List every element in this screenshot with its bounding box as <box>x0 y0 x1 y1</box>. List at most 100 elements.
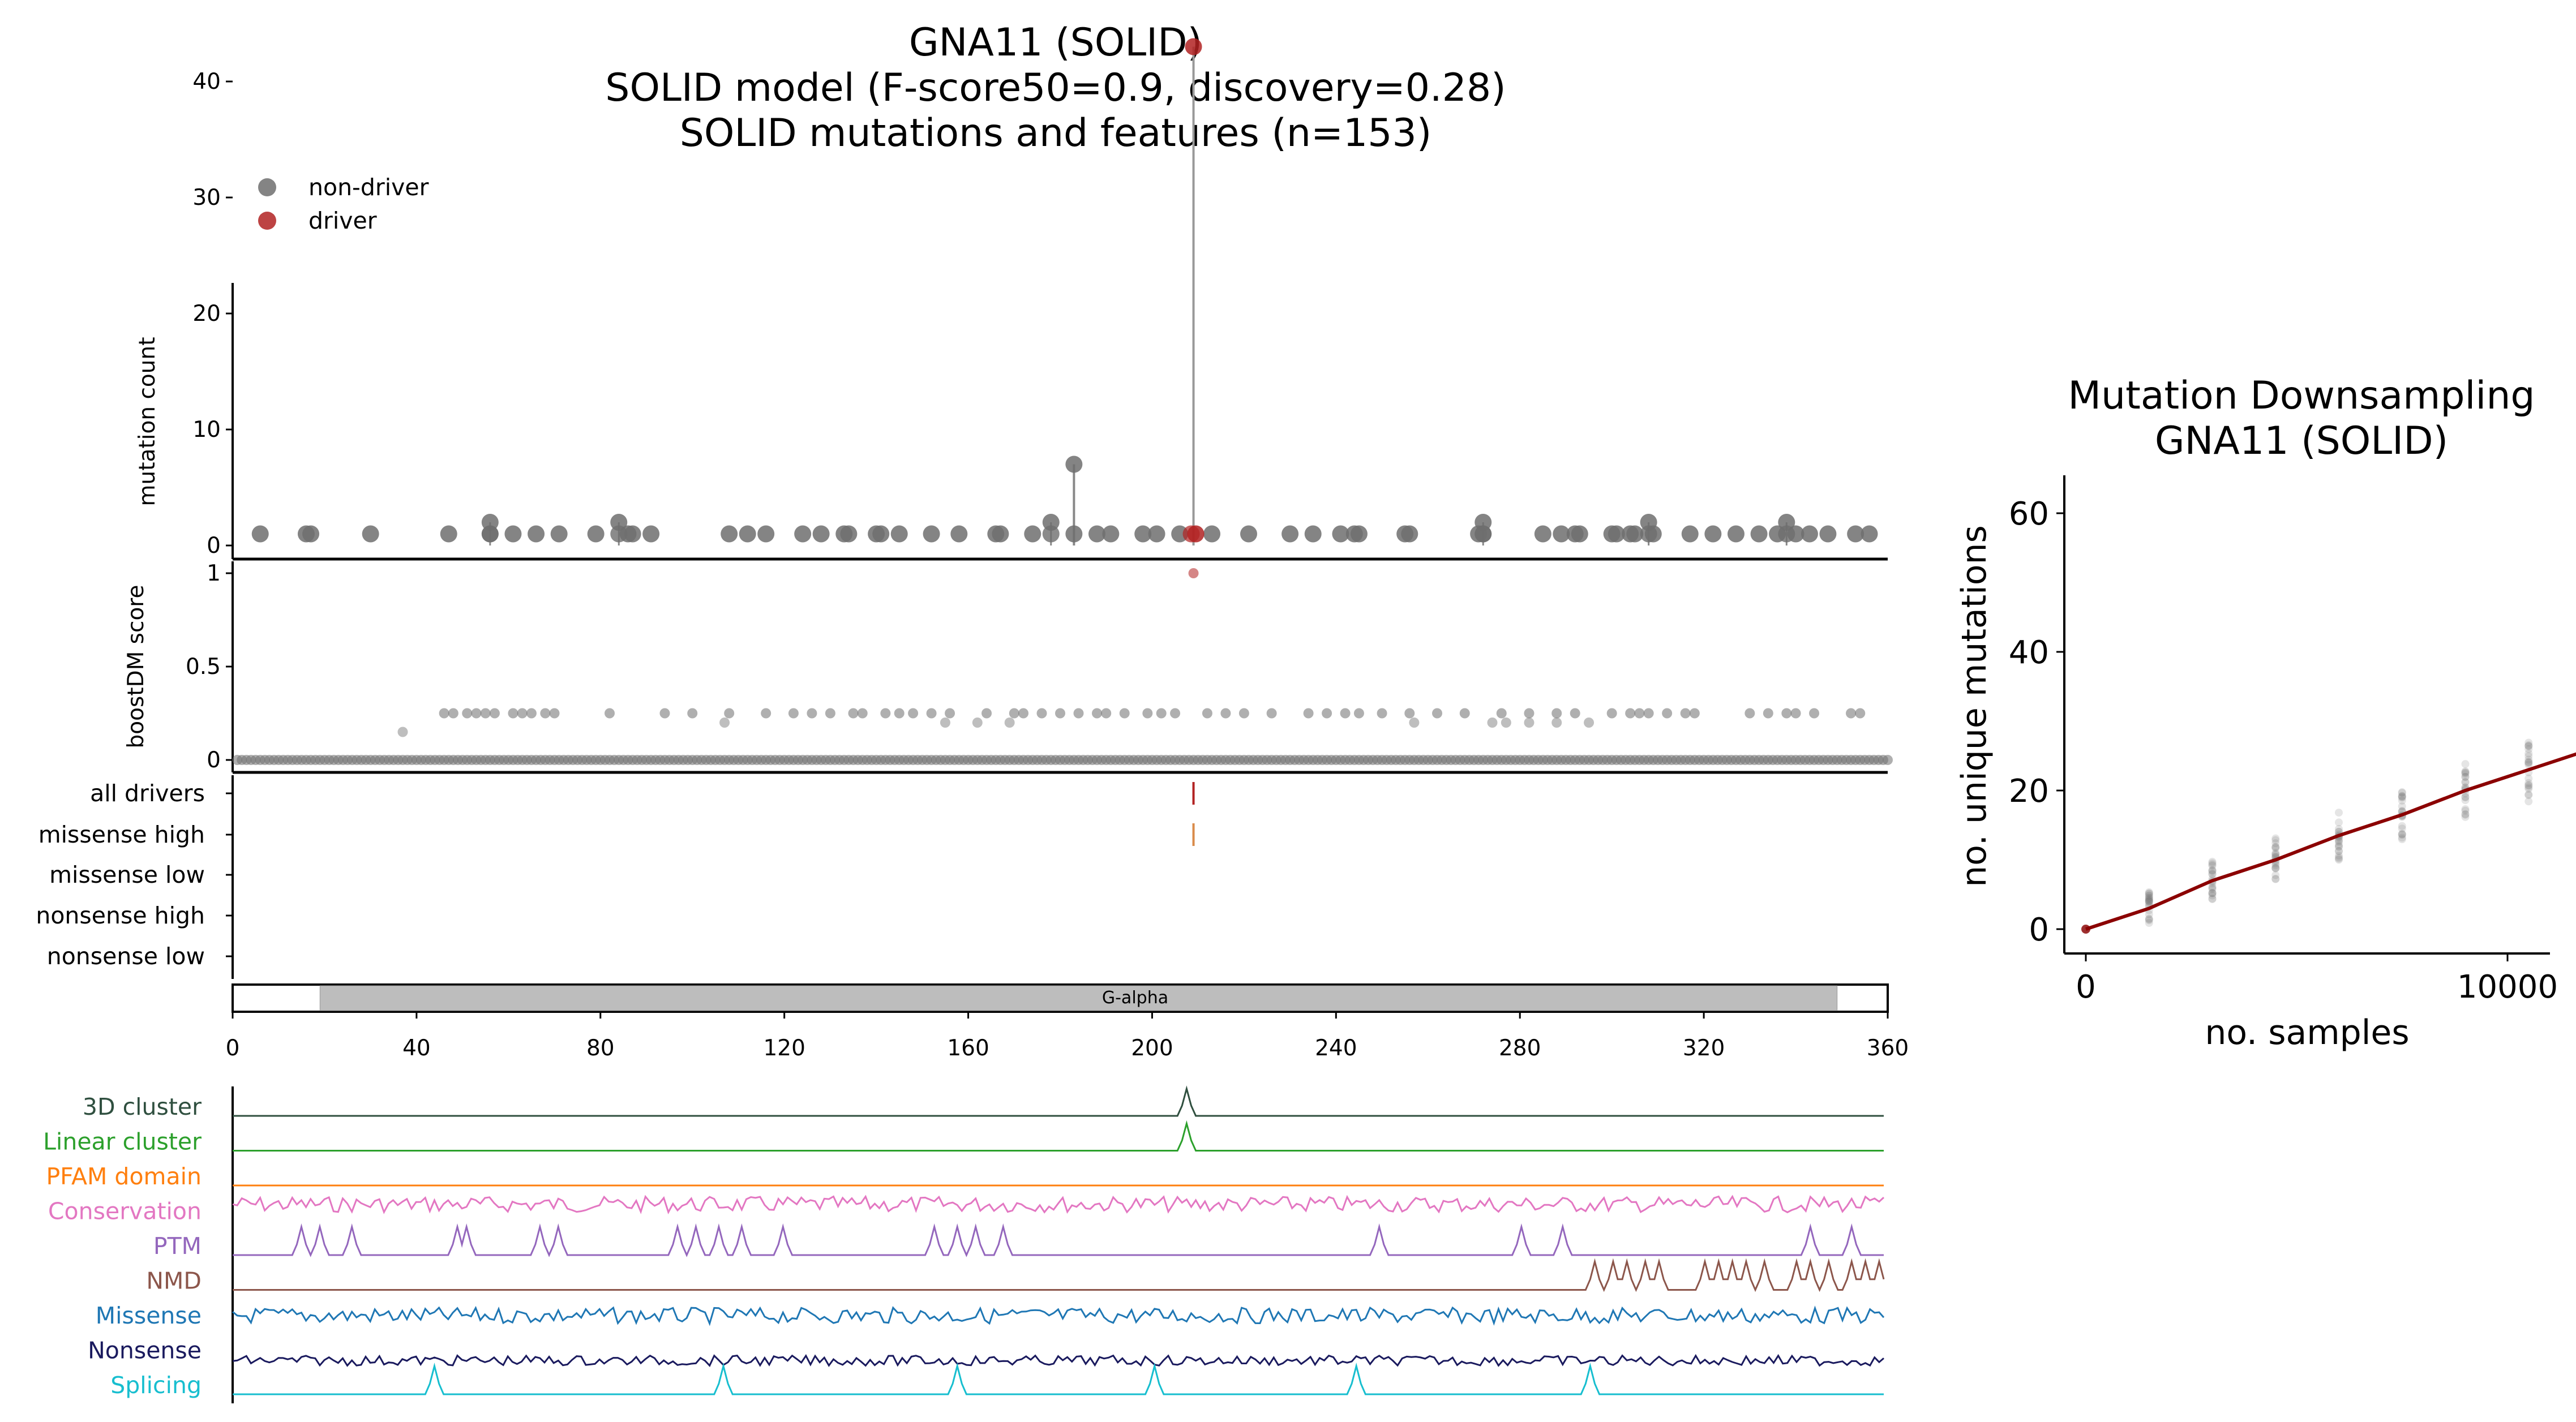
feature-track-label: Conservation <box>48 1198 202 1225</box>
downsampling-mean-curve <box>2085 752 2576 931</box>
downsampling-sample-point <box>2335 843 2343 851</box>
score-nondriver-point <box>1170 708 1181 719</box>
downsampling-sample-point <box>2208 884 2217 892</box>
domain-bar <box>319 985 1838 1011</box>
score-nondriver-point <box>439 708 449 719</box>
nondriver-point <box>1042 525 1060 543</box>
downsampling-sample-point <box>2524 781 2533 790</box>
downsampling-sample-point <box>2208 883 2217 891</box>
score-nondriver-point <box>788 708 799 719</box>
downsampling-sample-point <box>2398 822 2406 830</box>
nondriver-point <box>1332 525 1349 543</box>
mutation-count-panel: 0 10 20 30 40 mutation count <box>135 38 1888 561</box>
downsampling-sample-point <box>2461 793 2470 802</box>
downsampling-sample-point <box>2335 824 2343 833</box>
nondriver-point <box>504 525 522 543</box>
nondriver-point <box>1553 525 1570 543</box>
downsampling-sample-point <box>2524 791 2533 799</box>
downsampling-sample-point <box>2461 778 2470 787</box>
feature-track-line <box>232 1195 1885 1214</box>
legend-label-nondriver: non-driver <box>308 174 429 201</box>
downsampling-sample-point <box>2524 755 2533 764</box>
score-nondriver-point <box>480 708 491 719</box>
mutation-count-y-ticks: 0 10 20 30 40 <box>192 69 233 559</box>
score-nondriver-point <box>1745 708 1755 719</box>
score-nondriver-point <box>972 718 983 728</box>
count-y-tick-label: 20 <box>192 301 221 326</box>
downsampling-sample-point <box>2524 752 2533 761</box>
downsampling-sample-point <box>2145 896 2153 905</box>
downsampling-sample-point <box>2335 854 2343 863</box>
nondriver-point <box>1148 525 1165 543</box>
downsampling-title-line-2: GNA11 (SOLID) <box>2155 419 2448 463</box>
downsampling-sample-point <box>2208 861 2217 870</box>
downsampling-sample-point <box>2461 767 2470 776</box>
downsampling-x-label: no. samples <box>2205 1013 2409 1052</box>
downsampling-sample-point <box>2145 919 2153 927</box>
position-x-tick-label: 120 <box>763 1036 805 1061</box>
nondriver-point <box>1281 525 1299 543</box>
downsampling-sample-point <box>2145 899 2153 908</box>
score-nondriver-point <box>687 708 698 719</box>
downsampling-sample-point <box>2461 778 2470 787</box>
nondriver-point <box>1475 514 1492 531</box>
downsampling-sample-point <box>2145 891 2153 900</box>
downsampling-sample-point <box>2271 864 2280 873</box>
nondriver-point <box>1240 525 1258 543</box>
downsampling-sample-point <box>2398 796 2406 805</box>
downsampling-sample-point <box>2524 779 2533 787</box>
downsampling-sample-point <box>2145 914 2153 923</box>
downsampling-y-tick-label: 40 <box>2009 634 2049 671</box>
nondriver-point <box>1750 525 1768 543</box>
downsampling-panel: Mutation Downsampling GNA11 (SOLID) 0 100… <box>1954 373 2576 1052</box>
nondriver-point <box>1534 525 1551 543</box>
score-nondriver-point <box>1763 708 1773 719</box>
score-nondriver-point <box>1496 708 1507 719</box>
nondriver-point <box>1203 525 1221 543</box>
downsampling-sample-point <box>2398 834 2406 842</box>
downsampling-sample-point <box>2145 897 2153 906</box>
count-y-tick-label: 40 <box>192 69 221 94</box>
nondriver-point <box>1065 525 1083 543</box>
downsampling-sample-point <box>2461 806 2470 815</box>
legend-marker-nondriver <box>258 178 276 196</box>
nondriver-point <box>610 525 628 543</box>
score-nondriver-point <box>1570 708 1580 719</box>
score-nondriver-point <box>1662 708 1673 719</box>
feature-track-line <box>233 1258 1885 1292</box>
score-nondriver-point <box>807 708 817 719</box>
position-x-tick-label: 80 <box>586 1036 615 1061</box>
score-nondriver-point <box>1634 708 1645 719</box>
downsampling-sample-point <box>2461 793 2470 801</box>
score-nondriver-point <box>1340 708 1351 719</box>
position-x-tick-label: 320 <box>1683 1036 1725 1061</box>
downsampling-sample-point <box>2271 864 2280 873</box>
downsampling-sample-point <box>2335 842 2343 850</box>
score-nondriver-point <box>1790 708 1801 719</box>
score-nondriver-point <box>857 708 868 719</box>
score-nondriver-point <box>1377 708 1387 719</box>
nondriver-point <box>610 514 628 531</box>
nondriver-point <box>550 525 568 543</box>
downsampling-sample-point <box>2524 761 2533 769</box>
downsampling-sample-point <box>2524 785 2533 793</box>
driver-point <box>1185 38 1202 55</box>
nondriver-point <box>1042 514 1060 531</box>
downsampling-sample-point <box>2145 890 2153 898</box>
score-nondriver-point <box>1524 718 1535 728</box>
downsampling-sample-point <box>2145 888 2153 896</box>
nondriver-point <box>481 514 499 531</box>
nondriver-point <box>302 525 320 543</box>
downsampling-sample-point <box>2335 856 2343 864</box>
downsampling-ticks: 01000020000300000204060 <box>2009 496 2558 1006</box>
downsampling-sample-point <box>2524 745 2533 753</box>
score-nondriver-point <box>1855 708 1866 719</box>
count-y-tick-label: 0 <box>207 533 221 559</box>
boostdm-y-ticks: 00.51 <box>186 561 233 773</box>
boostdm-points <box>232 568 1893 765</box>
downsampling-sample-point <box>2524 738 2533 747</box>
nondriver-point <box>1640 525 1657 543</box>
downsampling-sample-point <box>2145 891 2153 900</box>
feature-track-label: PFAM domain <box>46 1163 202 1190</box>
title-line-2: SOLID model (F-score50=0.9, discovery=0.… <box>605 66 1506 110</box>
